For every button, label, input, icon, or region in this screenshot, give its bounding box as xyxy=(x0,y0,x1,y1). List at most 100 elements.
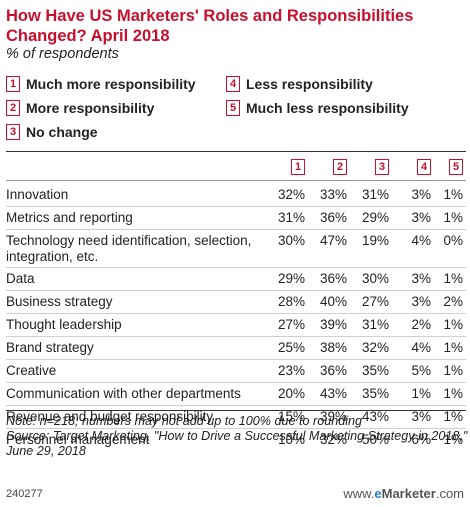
row-value-col-5: 1% xyxy=(443,432,463,447)
row-value-col-4: 1% xyxy=(411,386,431,401)
row-value-col-2: 39% xyxy=(319,409,347,424)
row-value-col-2: 43% xyxy=(319,386,347,401)
row-value-col-3: 19% xyxy=(361,233,389,248)
column-header-3: 3 xyxy=(345,158,389,175)
row-separator xyxy=(6,229,466,230)
row-value-col-1: 20% xyxy=(277,386,305,401)
legend-item-5: 5 Much less responsibility xyxy=(226,100,409,116)
row-value-col-1: 31% xyxy=(277,210,305,225)
row-value-col-2: 36% xyxy=(319,271,347,286)
legend-key-4: 4 xyxy=(226,76,240,92)
row-value-col-4: 2% xyxy=(411,317,431,332)
row-separator xyxy=(6,428,466,429)
legend-key-1: 1 xyxy=(6,76,20,92)
legend-key-2: 2 xyxy=(6,100,20,116)
legend-key-5: 5 xyxy=(226,100,240,116)
row-value-col-3: 29% xyxy=(361,210,389,225)
row-value-col-3: 50% xyxy=(361,432,389,447)
row-value-col-2: 33% xyxy=(319,187,347,202)
row-separator xyxy=(6,382,466,383)
row-value-col-2: 47% xyxy=(319,233,347,248)
row-label: Innovation xyxy=(6,187,69,202)
table-row: Technology need identification, selectio… xyxy=(6,230,466,268)
table-row: Brand strategy 25% 38% 32% 4% 1% xyxy=(6,337,466,360)
row-value-col-3: 31% xyxy=(361,317,389,332)
row-value-col-1: 32% xyxy=(277,187,305,202)
row-value-col-1: 15% xyxy=(277,409,305,424)
table-row: Metrics and reporting 31% 36% 29% 3% 1% xyxy=(6,207,466,230)
row-value-col-3: 27% xyxy=(361,294,389,309)
column-header-2: 2 xyxy=(303,158,347,175)
table-row: Thought leadership 27% 39% 31% 2% 1% xyxy=(6,314,466,337)
chart-subtitle: % of respondents xyxy=(6,46,119,62)
note-text: Note: n=218; numbers may not add up to 1… xyxy=(6,414,363,428)
row-value-col-1: 27% xyxy=(277,317,305,332)
legend-item-1: 1 Much more responsibility xyxy=(6,76,196,92)
row-value-col-4: 5% xyxy=(411,363,431,378)
table-row: Business strategy 28% 40% 27% 3% 2% xyxy=(6,291,466,314)
chart-id: 240277 xyxy=(6,488,43,500)
footnote: Note: n=218; numbers may not add up to 1… xyxy=(6,414,468,459)
row-label: Communication with other departments xyxy=(6,386,241,401)
row-value-col-5: 1% xyxy=(443,340,463,355)
row-value-col-1: 10% xyxy=(277,432,305,447)
row-label: Technology need identification, selectio… xyxy=(6,233,252,264)
row-value-col-4: 3% xyxy=(411,294,431,309)
row-value-col-4: 3% xyxy=(411,187,431,202)
row-value-col-2: 38% xyxy=(319,340,347,355)
table-bottom-rule xyxy=(6,410,466,411)
table-top-rule xyxy=(6,151,466,152)
row-value-col-5: 2% xyxy=(443,294,463,309)
table-row: Data 29% 36% 30% 3% 1% xyxy=(6,268,466,291)
table-row: Personnel management 10% 32% 50% 6% 1% xyxy=(6,429,466,452)
row-value-col-2: 40% xyxy=(319,294,347,309)
legend-label-4: Less responsibility xyxy=(246,76,373,92)
row-label: Business strategy xyxy=(6,294,113,309)
brand-link[interactable]: www.eMarketer.com xyxy=(343,486,464,501)
row-value-col-4: 3% xyxy=(411,409,431,424)
row-value-col-3: 43% xyxy=(361,409,389,424)
source-text: Source: Target Marketing, "How to Drive … xyxy=(6,429,468,458)
row-separator xyxy=(6,290,466,291)
row-value-col-5: 1% xyxy=(443,317,463,332)
row-separator xyxy=(6,267,466,268)
row-value-col-4: 6% xyxy=(411,432,431,447)
row-separator xyxy=(6,313,466,314)
table-row: Innovation 32% 33% 31% 3% 1% xyxy=(6,184,466,207)
row-value-col-5: 1% xyxy=(443,363,463,378)
row-separator xyxy=(6,336,466,337)
legend-label-3: No change xyxy=(26,124,98,140)
legend: 1 Much more responsibility 2 More respon… xyxy=(6,76,466,146)
header-rule xyxy=(6,180,466,181)
row-value-col-1: 28% xyxy=(277,294,305,309)
row-value-col-3: 32% xyxy=(361,340,389,355)
row-label: Data xyxy=(6,271,35,286)
row-value-col-1: 25% xyxy=(277,340,305,355)
row-value-col-5: 1% xyxy=(443,271,463,286)
legend-label-1: Much more responsibility xyxy=(26,76,196,92)
row-label: Revenue and budget responsibility xyxy=(6,409,214,424)
legend-item-3: 3 No change xyxy=(6,124,98,140)
row-value-col-1: 23% xyxy=(277,363,305,378)
row-value-col-3: 30% xyxy=(361,271,389,286)
legend-item-2: 2 More responsibility xyxy=(6,100,154,116)
legend-label-2: More responsibility xyxy=(26,100,155,116)
row-value-col-4: 3% xyxy=(411,210,431,225)
row-value-col-1: 29% xyxy=(277,271,305,286)
row-value-col-2: 32% xyxy=(319,432,347,447)
row-separator xyxy=(6,405,466,406)
row-value-col-4: 4% xyxy=(411,340,431,355)
table-row: Creative 23% 36% 35% 5% 1% xyxy=(6,360,466,383)
row-value-col-2: 36% xyxy=(319,363,347,378)
column-header-1: 1 xyxy=(261,158,305,175)
legend-label-5: Much less responsibility xyxy=(246,100,409,116)
row-value-col-5: 1% xyxy=(443,386,463,401)
row-separator xyxy=(6,359,466,360)
column-header-4: 4 xyxy=(387,158,431,175)
table-row: Communication with other departments 20% 4… xyxy=(6,383,466,406)
row-value-col-5: 0% xyxy=(443,233,463,248)
row-value-col-1: 30% xyxy=(277,233,305,248)
row-value-col-4: 3% xyxy=(411,271,431,286)
row-value-col-3: 35% xyxy=(361,386,389,401)
row-label: Brand strategy xyxy=(6,340,94,355)
